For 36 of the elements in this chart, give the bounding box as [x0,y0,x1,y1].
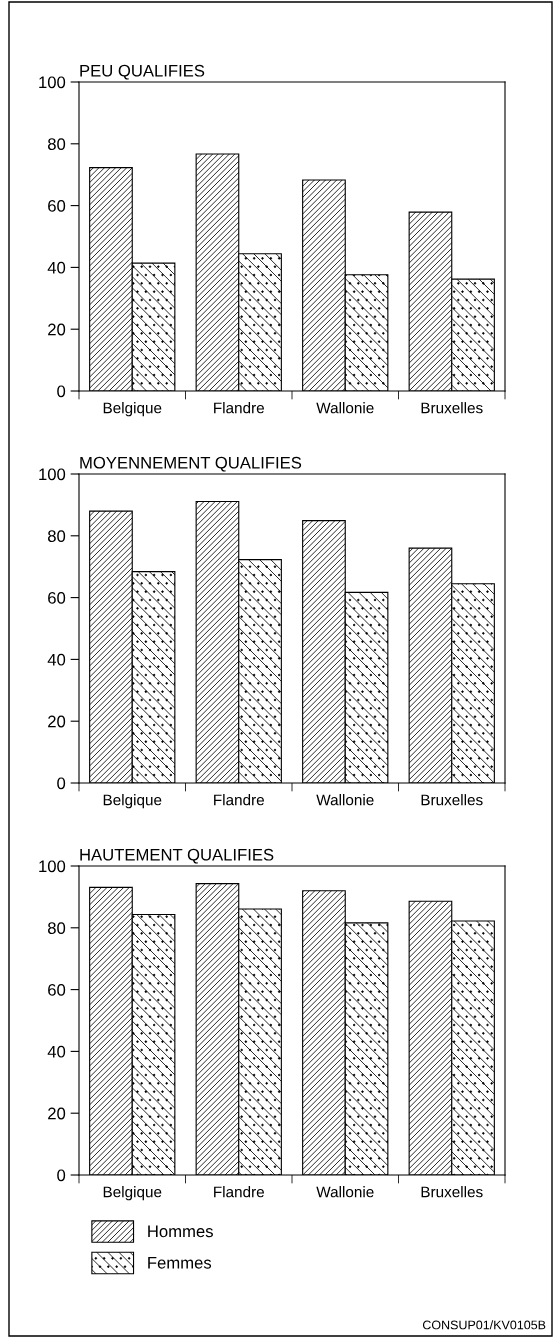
y-tick-label: 40 [47,653,66,666]
y-tick-label: 60 [48,984,66,996]
legend-label: Femmes [148,1257,212,1269]
y-tick-label: 0 [57,385,66,398]
x-tick-label: Wallonie [316,402,374,414]
x-tick-label: Belgique [103,1186,162,1201]
x-tick-label: Belgique [103,402,162,417]
chart-title: MOYENNEMENT QUALIFIES [80,456,302,472]
y-tick-label: 100 [39,860,66,873]
y-tick-label: 0 [57,1169,66,1182]
y-tick-label: 80 [47,530,66,542]
chart-title: HAUTEMENT QUALIFIES [80,848,274,864]
text: CONSUP01/KV0105B [422,1320,546,1330]
x-tick-label: Wallonie [316,794,374,806]
y-tick-label: 100 [39,76,66,89]
x-tick-label: Flandre [214,1186,264,1198]
x-tick-label: Bruxelles [421,794,483,806]
y-tick-label: 80 [47,922,66,934]
x-tick-label: Flandre [214,402,264,414]
y-tick-label: 60 [48,592,66,604]
x-tick-label: Bruxelles [421,402,483,414]
y-tick-label: 40 [47,261,66,274]
y-tick-label: 40 [47,1045,66,1058]
chart-title: PEU QUALIFIES [80,64,205,80]
y-tick-label: 20 [48,323,66,336]
x-tick-label: Belgique [103,794,162,809]
x-tick-label: Wallonie [316,1186,374,1198]
y-tick-label: 60 [48,200,66,212]
y-tick-label: 0 [57,777,66,790]
x-tick-label: Flandre [214,794,264,806]
y-tick-label: 20 [48,715,66,728]
y-tick-label: 100 [39,468,66,481]
y-tick-label: 20 [48,1107,66,1120]
legend-label: Hommes [148,1225,213,1238]
x-tick-label: Bruxelles [421,1186,483,1198]
y-tick-label: 80 [47,138,66,150]
